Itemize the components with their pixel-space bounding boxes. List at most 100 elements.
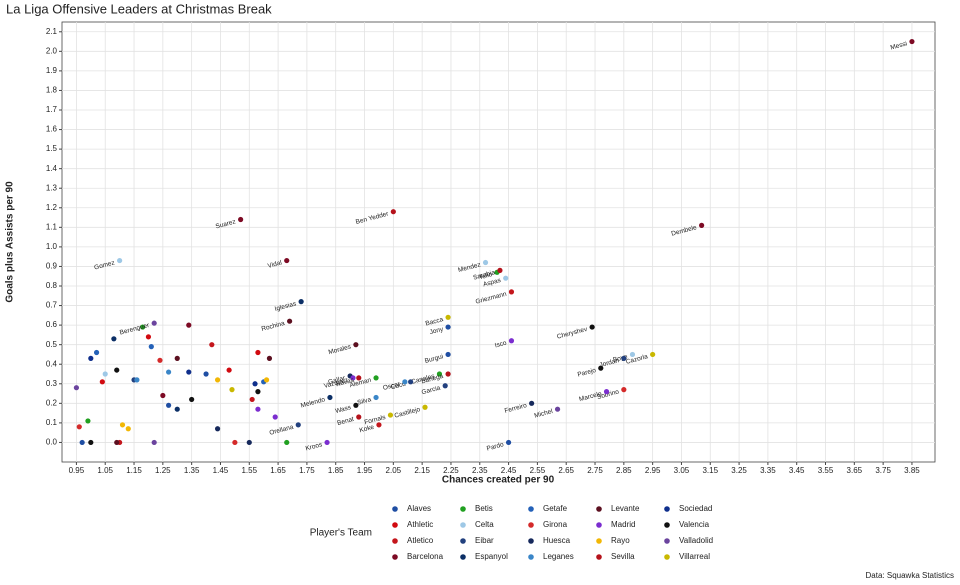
point (422, 404, 428, 410)
point (85, 418, 91, 424)
point (508, 338, 515, 344)
point-label: Morales (328, 343, 353, 356)
point (482, 259, 489, 266)
point (99, 379, 105, 385)
y-tick-label: 1.1 (46, 222, 58, 231)
point-label: Ferreiro (504, 402, 528, 415)
legend-marker (664, 506, 670, 512)
y-tick-label: 1.4 (46, 164, 58, 173)
x-tick-label: 2.45 (501, 466, 517, 475)
point (505, 439, 512, 446)
x-tick-label: 2.55 (530, 466, 546, 475)
point (214, 426, 221, 432)
point (88, 355, 94, 361)
y-tick-label: 1.8 (46, 86, 58, 95)
point (445, 351, 451, 358)
point (356, 414, 362, 420)
legend-marker (664, 522, 670, 528)
point (125, 426, 131, 432)
legend-marker (460, 538, 466, 544)
legend-label: Atletico (407, 536, 434, 545)
legend-label: Espanyol (475, 552, 508, 561)
x-tick-label: 2.25 (443, 466, 459, 475)
point (298, 299, 304, 305)
x-tick-label: 1.65 (270, 466, 286, 475)
y-tick-label: 0.3 (46, 379, 58, 388)
point (529, 400, 535, 406)
x-tick-label: 2.15 (414, 466, 430, 475)
point (160, 392, 166, 399)
point (508, 289, 515, 295)
legend-label: Getafe (543, 504, 568, 513)
x-tick-label: 3.35 (760, 466, 776, 475)
point-label: Rochina (261, 320, 286, 333)
y-tick-label: 0.7 (46, 301, 58, 310)
y-tick-label: 0.2 (46, 398, 58, 407)
x-tick-label: 3.65 (847, 466, 863, 475)
legend-title: Player's Team (310, 528, 372, 539)
point-label: Orellana (269, 424, 295, 437)
x-tick-label: 1.35 (184, 466, 200, 475)
y-tick-label: 1.6 (46, 125, 58, 134)
legend-marker (460, 506, 466, 512)
x-tick-label: 1.05 (97, 466, 113, 475)
point (102, 371, 108, 377)
point-label: Pardo (486, 441, 505, 452)
point (284, 257, 290, 264)
legend-marker (596, 506, 602, 512)
point (151, 439, 157, 446)
point (174, 355, 180, 361)
legend-marker (392, 522, 398, 528)
legend-label: Leganes (543, 552, 574, 561)
x-tick-label: 1.95 (357, 466, 373, 475)
x-tick-label: 3.85 (904, 466, 920, 475)
point (73, 385, 80, 391)
legend-marker (460, 522, 466, 528)
legend-label: Eibar (475, 536, 494, 545)
point (909, 38, 915, 45)
point-label: Messi (890, 40, 908, 51)
point (140, 324, 146, 330)
point (353, 342, 359, 348)
point (324, 439, 330, 446)
point-label: Kroos (305, 441, 324, 452)
point-label: Silva (357, 396, 373, 407)
point (189, 396, 195, 403)
point (166, 402, 172, 408)
legend-label: Barcelona (407, 552, 444, 561)
x-tick-label: 1.15 (126, 466, 142, 475)
point (650, 351, 656, 358)
point (390, 209, 396, 215)
x-tick-label: 2.05 (386, 466, 402, 475)
y-tick-label: 0.5 (46, 340, 58, 349)
legend-marker (460, 554, 466, 560)
point-label: Marcelo (578, 390, 603, 403)
point-label: Jony (429, 326, 445, 337)
point (387, 412, 394, 418)
point (246, 439, 252, 446)
y-tick-label: 1.9 (46, 66, 58, 75)
x-tick-label: 3.25 (731, 466, 747, 475)
point (436, 371, 443, 377)
y-tick-label: 0.8 (46, 281, 58, 290)
point-label: Gomez (94, 259, 116, 271)
x-tick-label: 3.55 (818, 466, 834, 475)
point (295, 422, 301, 428)
x-tick-label: 3.05 (674, 466, 690, 475)
point-label: Mendez (457, 261, 481, 274)
point (445, 324, 451, 330)
y-tick-label: 0.6 (46, 320, 58, 329)
point (589, 324, 595, 330)
point (134, 377, 140, 383)
point-label: Berenguer (119, 322, 151, 337)
x-tick-label: 2.75 (587, 466, 603, 475)
y-tick-label: 1.7 (46, 105, 58, 114)
point (76, 424, 82, 430)
y-tick-label: 0.4 (46, 359, 58, 368)
legend-marker (596, 522, 602, 528)
legend-marker (392, 554, 398, 560)
x-tick-label: 2.95 (645, 466, 661, 475)
point (174, 406, 180, 412)
point-label: Isco (494, 339, 508, 349)
point (408, 379, 414, 385)
